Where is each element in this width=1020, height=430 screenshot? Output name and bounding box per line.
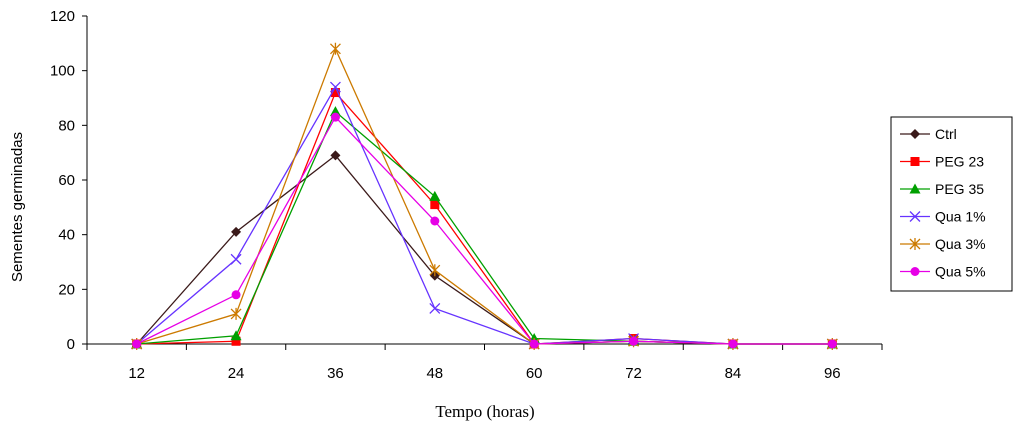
data-point-qua-5	[827, 339, 837, 349]
x-tick-label: 84	[725, 365, 742, 382]
legend-item: PEG 23	[900, 154, 984, 170]
data-point-qua-5	[629, 336, 639, 346]
data-point-peg-35	[429, 190, 441, 201]
y-tick-label: 0	[67, 336, 75, 353]
data-point-peg-23	[430, 200, 440, 210]
x-tick-label: 24	[228, 365, 245, 382]
series-line-peg-23	[136, 91, 833, 345]
series-line-qua-1	[136, 85, 833, 345]
legend-item: PEG 35	[900, 181, 984, 197]
legend-item: Qua 3%	[900, 236, 986, 252]
legend-label: Qua 5%	[935, 264, 986, 280]
data-point-peg-23	[231, 336, 241, 346]
y-axis: 0 20 40 60 80 100 120	[50, 8, 88, 353]
y-tick-label: 100	[50, 63, 75, 80]
data-point-qua-3	[230, 307, 242, 320]
legend-label: Qua 1%	[935, 209, 986, 225]
x-axis-title: Tempo (horas)	[435, 402, 534, 421]
data-point-peg-35	[230, 330, 242, 341]
legend-box	[890, 116, 1013, 292]
legend-label: Ctrl	[935, 126, 957, 142]
x-axis: 12 24 36 48 60 72 84 96	[86, 343, 883, 382]
data-point-qua-5	[728, 339, 738, 349]
data-point-qua-5	[529, 339, 539, 349]
data-point-qua-3	[429, 264, 441, 277]
legend-label: PEG 35	[935, 181, 984, 197]
legend-marker	[909, 183, 921, 194]
legend: Ctrl PEG 23 PEG 35 Qua 1% Qua 3% Qua 5%	[890, 116, 1013, 292]
data-point-qua-1	[329, 81, 341, 93]
data-point-ctrl	[231, 226, 242, 237]
data-point-qua-3	[329, 42, 341, 55]
legend-item: Qua 5%	[900, 264, 986, 280]
data-point-qua-1	[429, 303, 441, 314]
y-tick-label: 20	[58, 281, 75, 298]
y-tick-label: 80	[58, 117, 75, 134]
data-point-qua-5	[330, 112, 340, 122]
y-tick-label: 40	[58, 227, 75, 244]
data-point-peg-23	[330, 88, 340, 98]
x-tick-label: 60	[526, 365, 543, 382]
y-axis-title: Sementes germinadas	[9, 132, 26, 282]
series-layer	[131, 42, 838, 350]
x-tick-label: 96	[824, 365, 841, 382]
series-ctrl	[131, 150, 838, 349]
x-tick-label: 48	[426, 365, 443, 382]
y-tick-label: 120	[50, 8, 75, 25]
data-point-qua-5	[231, 290, 241, 300]
series-line-qua-5	[136, 116, 833, 345]
legend-item: Qua 1%	[900, 209, 986, 225]
legend-marker	[909, 238, 921, 250]
legend-marker	[909, 211, 921, 222]
series-qua-3	[131, 42, 838, 350]
y-tick-label: 60	[58, 172, 75, 189]
legend-marker	[910, 267, 920, 276]
legend-label: PEG 23	[935, 154, 984, 170]
data-point-ctrl	[330, 150, 341, 161]
data-point-qua-1	[230, 253, 242, 265]
legend-label: Qua 3%	[935, 236, 986, 252]
series-line-qua-3	[136, 47, 833, 345]
legend-item: Ctrl	[900, 126, 957, 142]
legend-marker	[910, 157, 920, 166]
x-tick-label: 12	[128, 365, 145, 382]
data-point-qua-5	[132, 339, 142, 349]
x-tick-label: 72	[625, 365, 642, 382]
data-point-qua-5	[430, 216, 440, 226]
legend-marker	[910, 129, 920, 139]
series-qua-5	[132, 112, 837, 349]
x-tick-label: 36	[327, 365, 344, 382]
